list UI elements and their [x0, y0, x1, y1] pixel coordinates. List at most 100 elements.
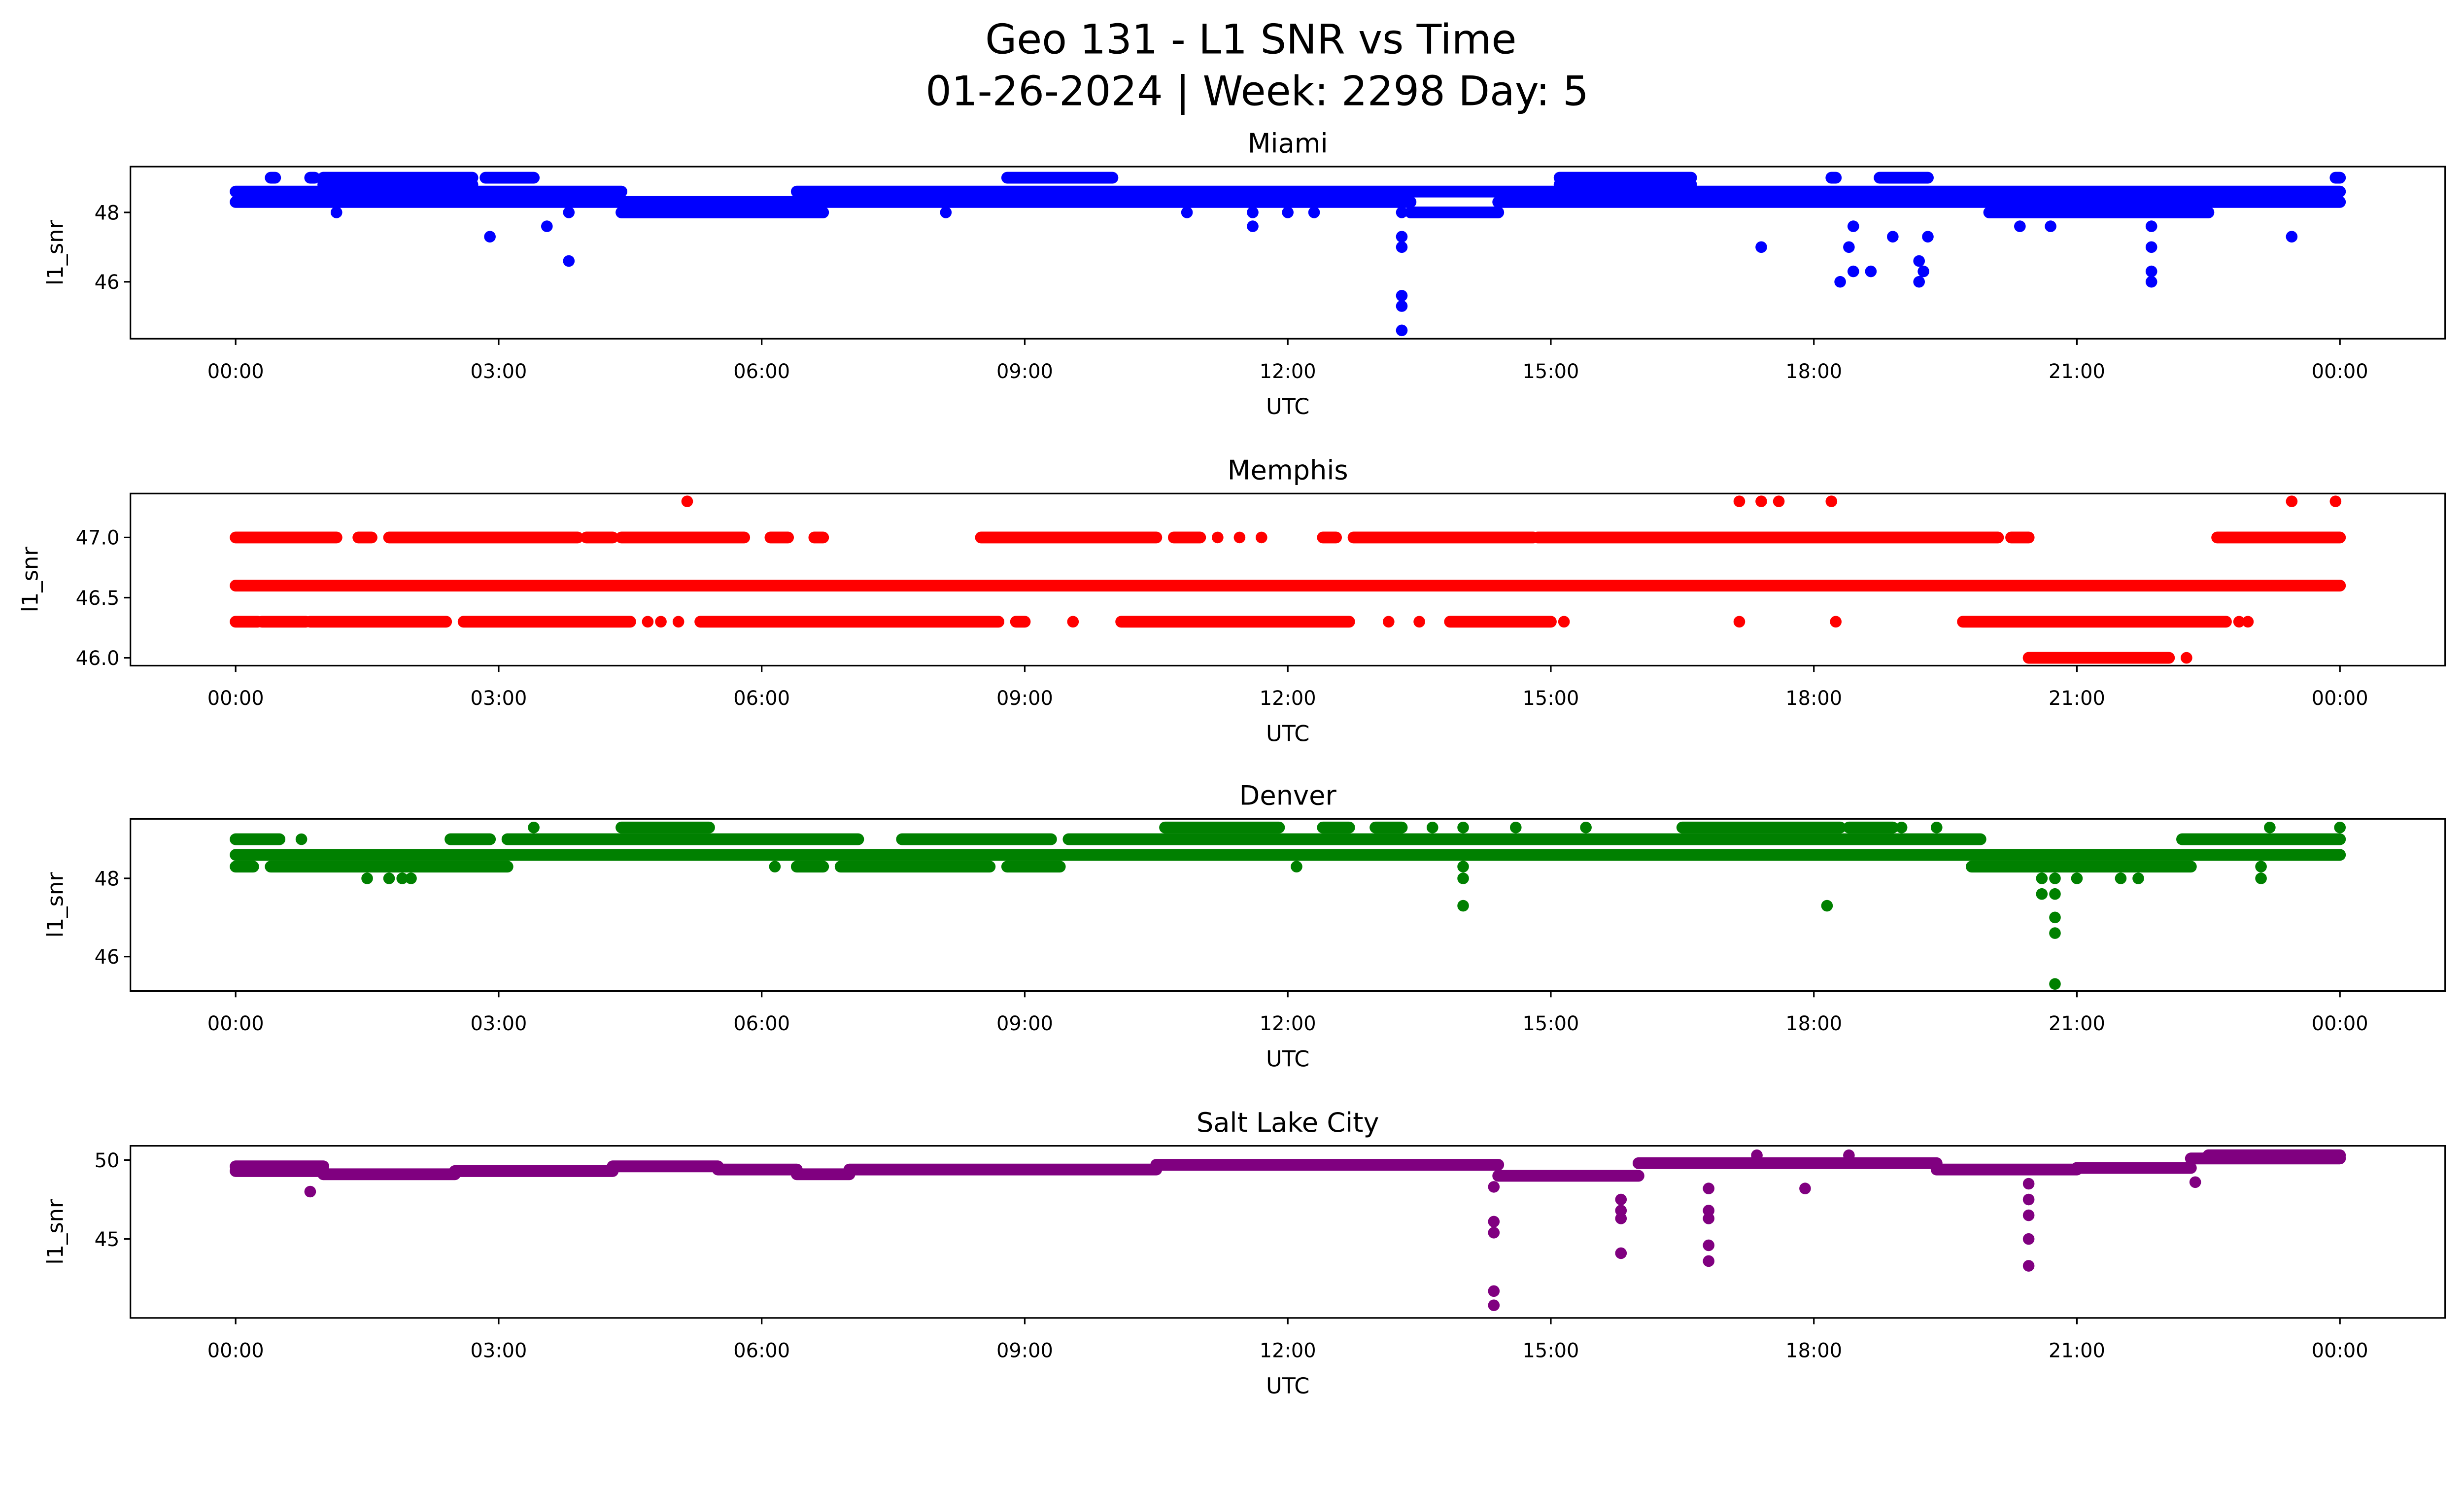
data-point: [528, 822, 540, 834]
figure-title-line2: 01-26-2024 | Week: 2298 Day: 5: [925, 68, 1589, 115]
x-tick-label: 09:00: [996, 1012, 1053, 1035]
x-tick-label: 03:00: [471, 1012, 527, 1035]
data-point: [2145, 265, 2157, 278]
x-tick-label: 00:00: [207, 1340, 264, 1362]
data-point: [2115, 872, 2127, 884]
data-point: [2189, 1176, 2201, 1188]
x-tick-label: 03:00: [471, 687, 527, 710]
data-point: [1751, 1149, 1763, 1161]
data-point: [1922, 231, 1934, 243]
data-point: [1558, 616, 1570, 628]
panel-title: Denver: [1239, 780, 1337, 811]
x-tick-label: 12:00: [1260, 360, 1316, 383]
data-point: [2145, 241, 2157, 253]
x-tick-label: 09:00: [996, 1340, 1053, 1362]
data-point: [2049, 911, 2061, 924]
data-point: [2022, 1178, 2035, 1190]
data-point: [1821, 900, 1833, 912]
x-tick-label: 00:00: [2312, 687, 2368, 710]
y-tick-label: 45: [95, 1228, 120, 1251]
data-point: [1413, 616, 1425, 628]
data-point: [1615, 1247, 1627, 1259]
snr-figure: Geo 131 - L1 SNR vs Time 01-26-2024 | We…: [17, 15, 2446, 1399]
data-point: [1847, 220, 1859, 232]
data-point: [681, 495, 693, 507]
x-tick-label: 00:00: [207, 360, 264, 383]
data-point: [1291, 861, 1302, 872]
data-point: [304, 1185, 316, 1198]
data-point: [1457, 872, 1469, 884]
panel-title: Miami: [1248, 128, 1328, 159]
x-tick-label: 06:00: [733, 1340, 790, 1362]
data-point: [1799, 1182, 1811, 1194]
x-tick-label: 15:00: [1523, 1340, 1579, 1362]
x-tick-label: 09:00: [996, 687, 1053, 710]
data-point: [1383, 616, 1395, 628]
data-point: [2071, 872, 2083, 884]
data-point: [672, 616, 684, 628]
data-point: [484, 231, 496, 243]
data-point: [1895, 822, 1908, 834]
data-point: [2049, 888, 2061, 900]
figure-title-line1: Geo 131 - L1 SNR vs Time: [985, 15, 1516, 63]
data-point: [1308, 207, 1320, 218]
data-point: [1067, 616, 1079, 628]
x-tick-label: 18:00: [1785, 360, 1842, 383]
x-tick-label: 03:00: [471, 360, 527, 383]
data-point: [1825, 495, 1838, 507]
data-point: [1843, 1149, 1855, 1161]
x-tick-label: 21:00: [2049, 1340, 2105, 1362]
data-point: [1580, 822, 1592, 834]
panel-title: Salt Lake City: [1197, 1107, 1379, 1138]
data-point: [1426, 822, 1438, 834]
x-tick-label: 12:00: [1260, 1340, 1316, 1362]
x-tick-label: 12:00: [1260, 1012, 1316, 1035]
data-point: [2049, 978, 2061, 990]
data-point: [2181, 652, 2192, 664]
data-point: [330, 207, 342, 218]
data-point: [1615, 1213, 1627, 1224]
x-axis-label: UTC: [1266, 1373, 1309, 1399]
data-point: [1733, 495, 1745, 507]
data-point: [361, 872, 373, 884]
data-series: [230, 172, 2346, 337]
x-tick-label: 18:00: [1785, 1012, 1842, 1035]
data-point: [1834, 276, 1846, 288]
panel-denver: Denver 46 48 00:00 03:00 06:00 09:00 12:00 15:00…: [43, 780, 2446, 1072]
x-tick-label: 00:00: [207, 687, 264, 710]
data-point: [769, 861, 781, 872]
data-point: [1256, 531, 1267, 544]
data-point: [2233, 616, 2245, 628]
data-point: [1233, 531, 1246, 544]
y-axis-label: l1_snr: [43, 1199, 68, 1265]
data-point: [1509, 822, 1522, 834]
data-point: [1830, 616, 1842, 628]
data-point: [541, 220, 553, 232]
data-point: [2255, 872, 2267, 884]
data-point: [1865, 265, 1877, 278]
data-point: [1396, 241, 1408, 253]
x-tick-label: 09:00: [996, 360, 1053, 383]
data-point: [2334, 822, 2346, 834]
data-point: [2329, 495, 2342, 507]
data-point: [1396, 300, 1408, 312]
data-point: [1703, 1255, 1715, 1267]
data-point: [2255, 861, 2267, 872]
x-tick-label: 18:00: [1785, 1340, 1842, 1362]
x-axis-label: UTC: [1266, 394, 1309, 419]
data-point: [1703, 1239, 1715, 1252]
data-point: [563, 207, 575, 218]
x-tick-label: 12:00: [1260, 687, 1316, 710]
data-series: [230, 821, 2346, 990]
data-point: [2022, 1233, 2035, 1245]
data-point: [2022, 1193, 2035, 1206]
panel-salt-lake-city: Salt Lake City 45 50 00:00 03:00 06:00 09:00 12…: [43, 1107, 2446, 1399]
data-point: [1247, 207, 1259, 218]
data-point: [1247, 220, 1259, 232]
x-tick-label: 21:00: [2049, 360, 2105, 383]
data-point: [1396, 290, 1408, 302]
data-point: [2286, 495, 2298, 507]
data-point: [2049, 872, 2061, 884]
data-point: [1843, 241, 1855, 253]
panel-title: Memphis: [1228, 455, 1348, 486]
